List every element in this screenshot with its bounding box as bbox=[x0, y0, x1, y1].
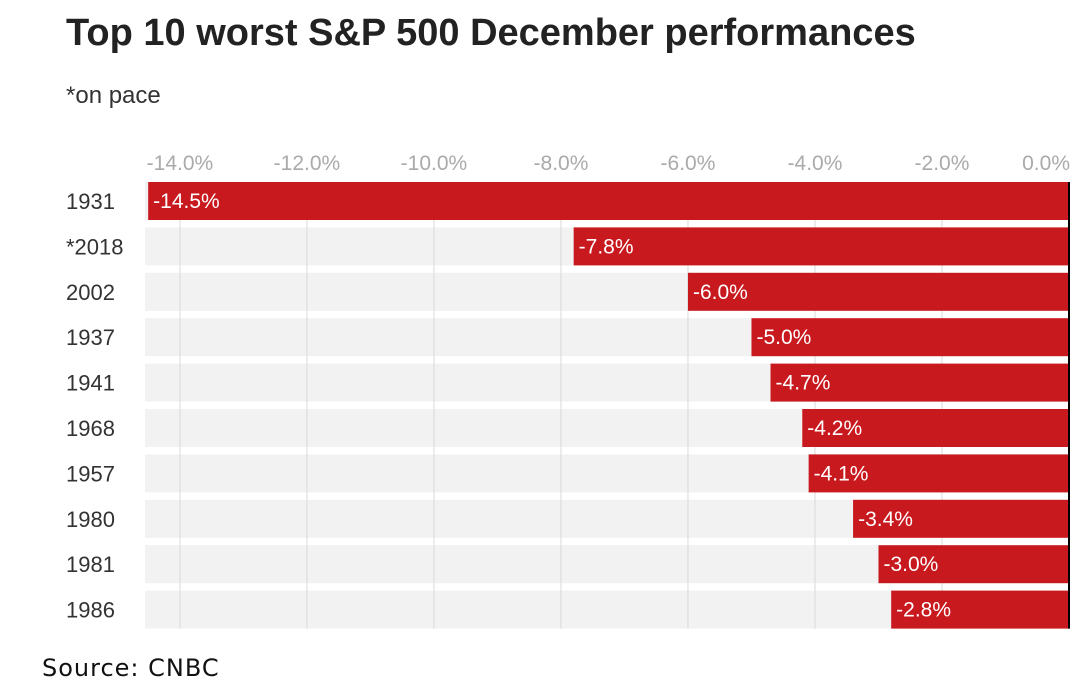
bar-value-label: -4.7% bbox=[776, 372, 831, 395]
bar bbox=[808, 454, 1069, 493]
x-tick-label: -4.0% bbox=[788, 152, 843, 175]
bar-value-label: -14.5% bbox=[153, 190, 220, 213]
bar bbox=[878, 545, 1069, 584]
bar-value-label: -3.4% bbox=[858, 508, 913, 531]
bar-value-label: -7.8% bbox=[579, 235, 634, 258]
category-label: 2002 bbox=[66, 280, 115, 305]
bar bbox=[770, 363, 1069, 402]
bar-value-label: -6.0% bbox=[693, 281, 748, 304]
category-label: 1980 bbox=[66, 507, 115, 532]
category-label: 1968 bbox=[66, 416, 115, 441]
x-tick-label: -14.0% bbox=[147, 152, 214, 175]
bar bbox=[891, 590, 1069, 629]
x-tick-label: -12.0% bbox=[274, 152, 341, 175]
bar bbox=[853, 499, 1069, 538]
bar-value-label: -4.1% bbox=[814, 462, 869, 485]
source-note: Source: CNBC bbox=[42, 654, 220, 682]
x-tick-label: -2.0% bbox=[915, 152, 970, 175]
category-label: 1941 bbox=[66, 371, 115, 396]
category-label: 1981 bbox=[66, 552, 115, 577]
bar bbox=[687, 272, 1069, 311]
x-tick-label: -8.0% bbox=[534, 152, 589, 175]
x-tick-label: -6.0% bbox=[661, 152, 716, 175]
bar bbox=[148, 182, 1069, 220]
category-label: 1931 bbox=[66, 189, 115, 214]
bar bbox=[802, 409, 1069, 447]
bar-value-label: -4.2% bbox=[807, 417, 862, 440]
category-label: 1957 bbox=[66, 461, 115, 486]
category-label: *2018 bbox=[66, 234, 124, 259]
chart-title: Top 10 worst S&P 500 December performanc… bbox=[66, 12, 916, 54]
bar bbox=[573, 227, 1069, 266]
bar-value-label: -5.0% bbox=[756, 326, 811, 349]
bar bbox=[751, 318, 1069, 357]
x-tick-label: 0.0% bbox=[1022, 152, 1070, 175]
category-label: 1937 bbox=[66, 325, 115, 350]
bar-value-label: -3.0% bbox=[883, 553, 938, 576]
chart-subtitle: *on pace bbox=[66, 82, 161, 109]
x-tick-label: -10.0% bbox=[401, 152, 468, 175]
category-label: 1986 bbox=[66, 598, 115, 623]
bar-value-label: -2.8% bbox=[896, 599, 951, 622]
